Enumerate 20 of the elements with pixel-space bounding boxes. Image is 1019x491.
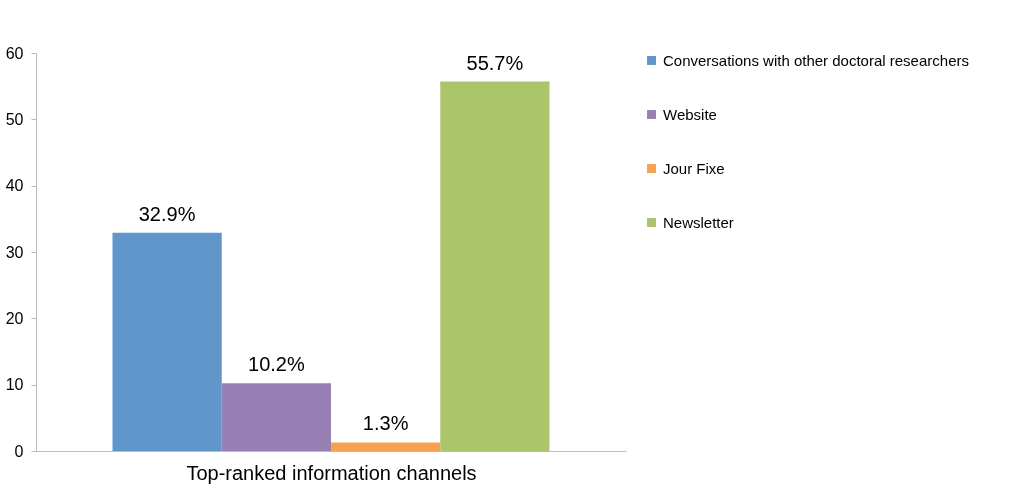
legend-label: Website	[663, 105, 717, 123]
y-tick-label: 60	[5, 44, 24, 62]
y-tick-label: 50	[5, 110, 24, 128]
y-tick-label: 20	[5, 309, 24, 327]
data-label: 55.7%	[466, 51, 524, 74]
y-tick-label: 30	[5, 243, 24, 261]
legend-label: Newsletter	[663, 213, 734, 231]
data-label: 32.9%	[138, 202, 196, 225]
legend-label: Jour Fixe	[663, 159, 725, 177]
y-tick-label: 40	[5, 177, 24, 195]
bar	[112, 232, 222, 451]
data-label: 1.3%	[362, 412, 409, 435]
x-axis-title: Top-ranked information channels	[186, 461, 477, 484]
y-tick-label: 0	[14, 442, 24, 460]
legend-label: Conversations with other doctoral researchers	[663, 51, 969, 69]
bar	[221, 383, 331, 451]
bar	[440, 81, 550, 451]
data-label: 10.2%	[248, 353, 305, 376]
y-tick-label: 10	[5, 376, 24, 394]
bar	[331, 442, 441, 451]
